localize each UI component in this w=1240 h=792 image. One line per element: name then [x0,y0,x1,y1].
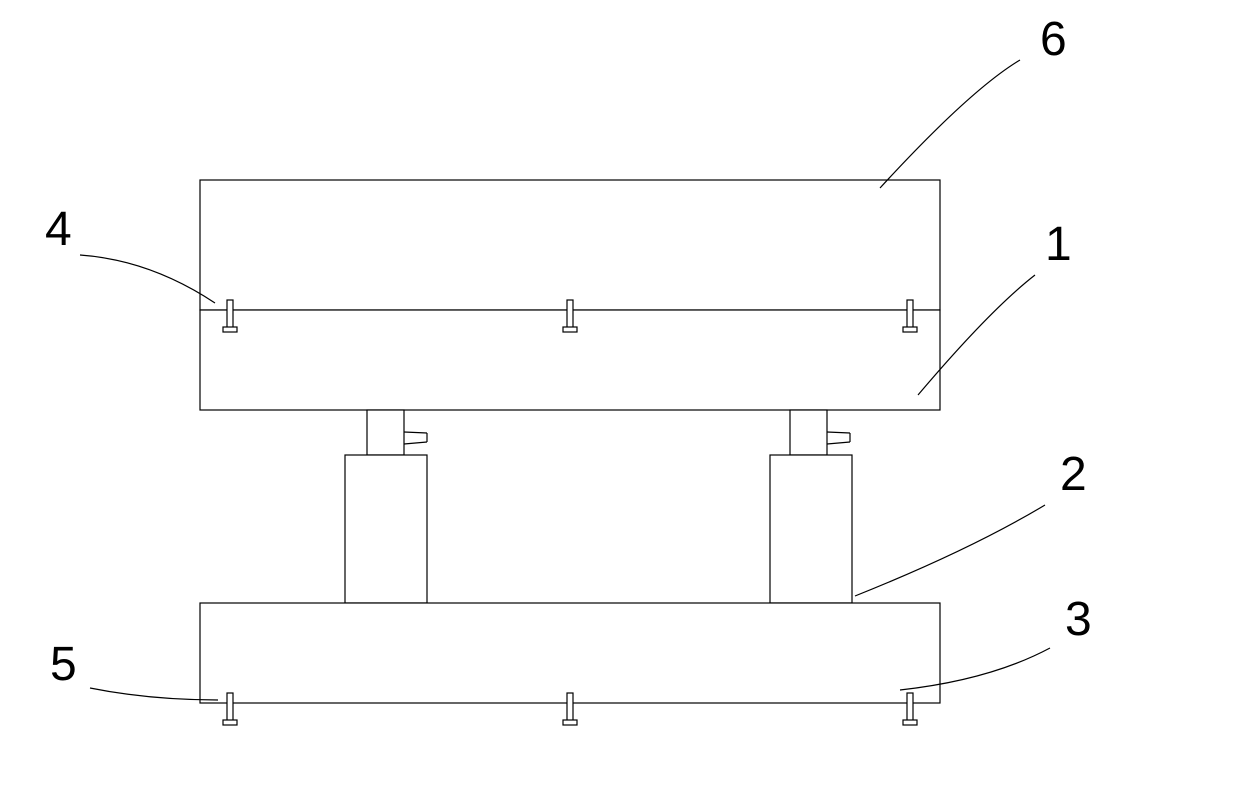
label-2: 2 [1060,448,1087,501]
label-3: 3 [1065,593,1092,646]
label-5: 5 [50,638,77,691]
label-6: 6 [1040,13,1067,66]
label-4: 4 [45,203,72,256]
label-1: 1 [1045,218,1072,271]
